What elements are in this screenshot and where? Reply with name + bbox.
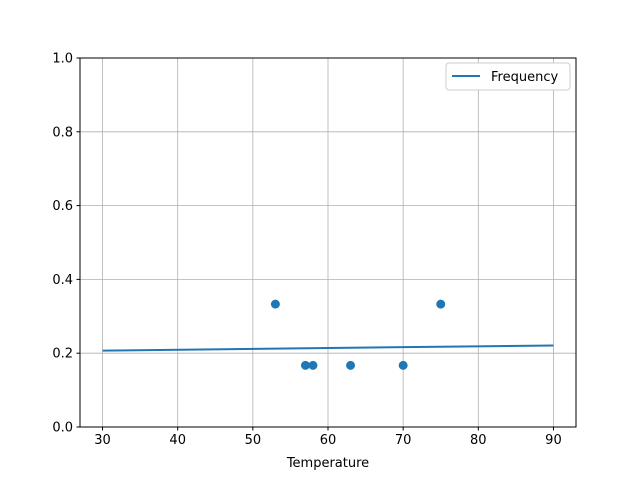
- legend-box: [445, 62, 571, 91]
- scatter-point: [398, 360, 408, 370]
- y-tick-label: 0.6: [52, 199, 73, 214]
- frequency-line: [102, 344, 554, 352]
- y-tick-label: 0.4: [52, 273, 73, 288]
- scatter-point: [300, 360, 310, 370]
- grid: [80, 57, 576, 428]
- scatter-point: [436, 299, 446, 309]
- x-axis-label: Temperature: [286, 456, 369, 471]
- y-tick-label: 1.0: [52, 52, 73, 67]
- x-tick-label: 90: [545, 433, 562, 448]
- legend: Frequency: [445, 62, 571, 91]
- marks: [102, 299, 554, 370]
- ticks: 30 40 50 60 70 80 90 0.0 0.2 0.4 0.6 0.8 1.0: [52, 52, 561, 449]
- x-tick-label: 60: [320, 433, 337, 448]
- y-tick-label: 0.2: [52, 347, 73, 362]
- scatter-point: [308, 360, 318, 370]
- scatter-point: [346, 360, 356, 370]
- x-tick-label: 70: [395, 433, 412, 448]
- x-tick-label: 40: [169, 433, 186, 448]
- x-tick-label: 50: [245, 433, 262, 448]
- y-tick-label: 0.8: [52, 125, 73, 140]
- x-tick-label: 30: [94, 433, 111, 448]
- y-tick-label: 0.0: [52, 421, 73, 436]
- x-tick-label: 80: [470, 433, 487, 448]
- legend-label-frequency: Frequency: [491, 70, 558, 85]
- scatter-point: [270, 299, 280, 309]
